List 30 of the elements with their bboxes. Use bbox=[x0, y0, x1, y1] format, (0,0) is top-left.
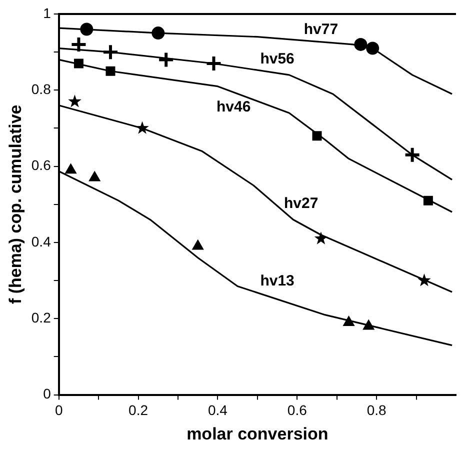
point bbox=[102, 44, 119, 61]
x-tick-label: 0 bbox=[54, 402, 63, 418]
x-tick-label: 0.4 bbox=[208, 402, 228, 418]
point bbox=[70, 36, 88, 53]
x-tick-label: 0.6 bbox=[287, 402, 308, 418]
y-tick-label: 0 bbox=[43, 386, 52, 402]
series-label: hv13 bbox=[260, 272, 294, 290]
point bbox=[404, 146, 421, 164]
y-axis-title: f (hema) cop. cumulative bbox=[6, 104, 25, 304]
x-tick-label: 0.8 bbox=[366, 402, 387, 418]
series-label: hv46 bbox=[216, 98, 251, 116]
series-label: hv56 bbox=[260, 50, 294, 68]
point bbox=[192, 240, 204, 250]
y-tick-label: 0.6 bbox=[31, 157, 52, 174]
point bbox=[68, 94, 82, 108]
point bbox=[136, 121, 149, 134]
point bbox=[158, 51, 175, 68]
y-tick-label: 0.8 bbox=[31, 81, 52, 98]
series-label: hv27 bbox=[284, 195, 318, 212]
y-tick-label: 0.2 bbox=[31, 310, 52, 326]
y-tick-label: 1 bbox=[43, 4, 52, 21]
point bbox=[314, 232, 328, 244]
point bbox=[65, 164, 76, 174]
point bbox=[418, 274, 431, 286]
point bbox=[88, 171, 100, 182]
series-label: hv77 bbox=[304, 21, 338, 38]
point bbox=[205, 55, 222, 72]
y-tick-label: 0.4 bbox=[31, 233, 52, 250]
x-tick-label: 0.2 bbox=[128, 402, 148, 418]
x-axis-title: molar conversion bbox=[186, 424, 328, 444]
